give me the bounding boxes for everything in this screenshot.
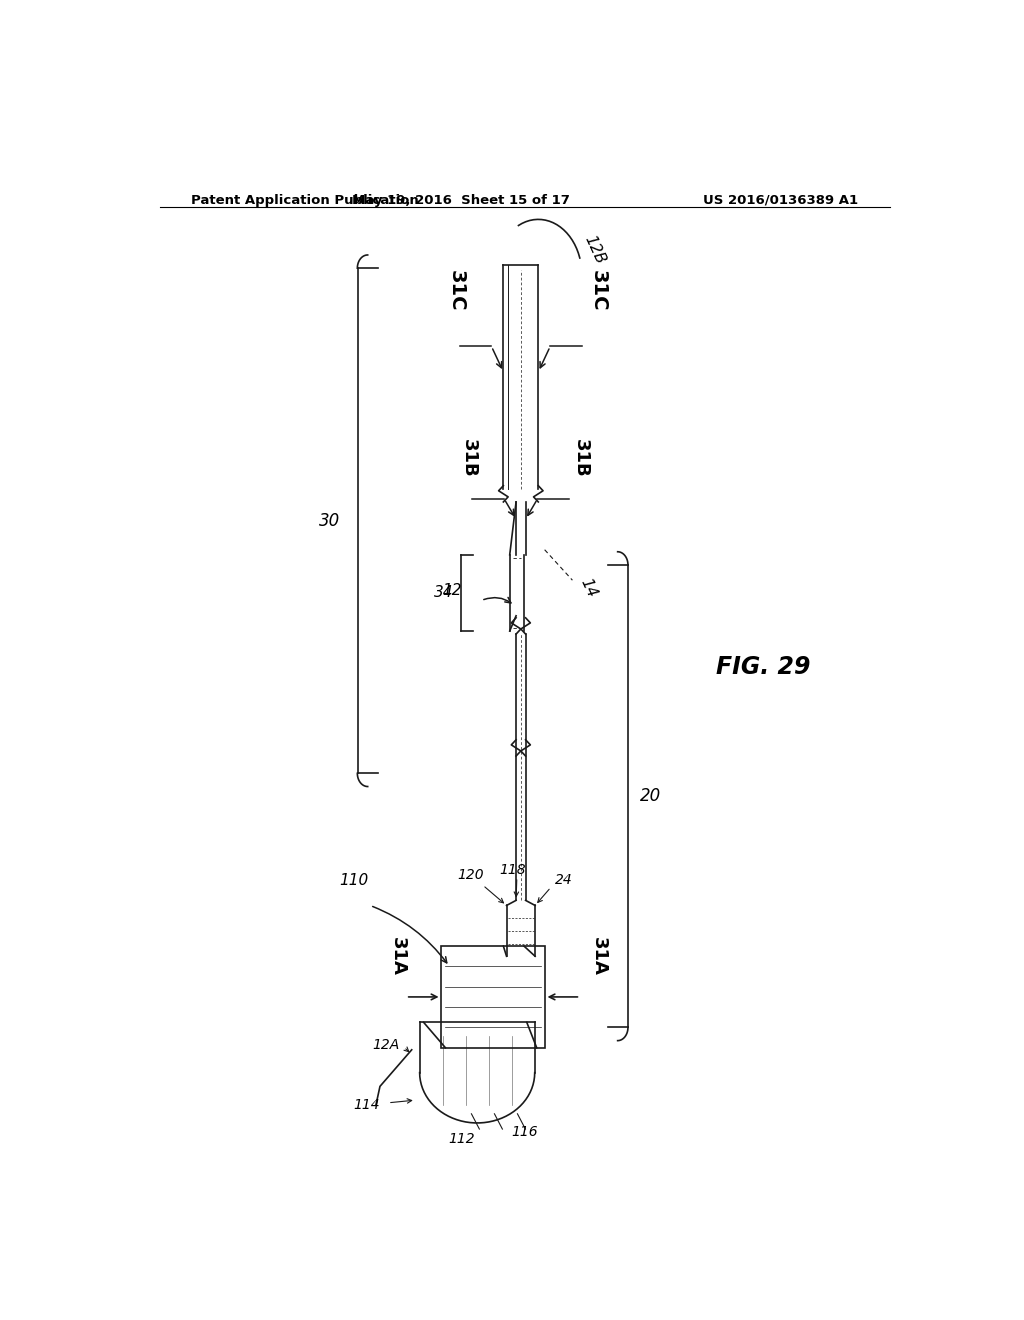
- Text: 20: 20: [640, 787, 662, 805]
- Text: 110: 110: [340, 873, 369, 887]
- Text: 12: 12: [441, 583, 461, 598]
- Text: May 19, 2016  Sheet 15 of 17: May 19, 2016 Sheet 15 of 17: [352, 194, 570, 207]
- Text: 14: 14: [578, 577, 600, 601]
- Text: 24: 24: [555, 873, 572, 887]
- Text: 31B: 31B: [572, 440, 590, 478]
- Text: 118: 118: [500, 863, 526, 876]
- Text: 31C: 31C: [589, 269, 607, 312]
- Text: 12A: 12A: [373, 1039, 399, 1052]
- Text: FIG. 29: FIG. 29: [716, 655, 810, 678]
- Text: 31A: 31A: [590, 937, 607, 975]
- Text: 31C: 31C: [446, 269, 465, 312]
- Text: 116: 116: [512, 1125, 539, 1139]
- Text: 112: 112: [447, 1133, 475, 1146]
- Bar: [441, 946, 545, 1048]
- Text: 34: 34: [434, 585, 454, 601]
- Text: 120: 120: [458, 869, 484, 882]
- Text: US 2016/0136389 A1: US 2016/0136389 A1: [703, 194, 858, 207]
- Text: 12B: 12B: [582, 234, 608, 267]
- Text: 30: 30: [319, 512, 341, 529]
- Text: 114: 114: [353, 1098, 380, 1111]
- Text: Patent Application Publication: Patent Application Publication: [191, 194, 419, 207]
- Text: 31A: 31A: [389, 937, 407, 975]
- Text: 31B: 31B: [460, 440, 477, 478]
